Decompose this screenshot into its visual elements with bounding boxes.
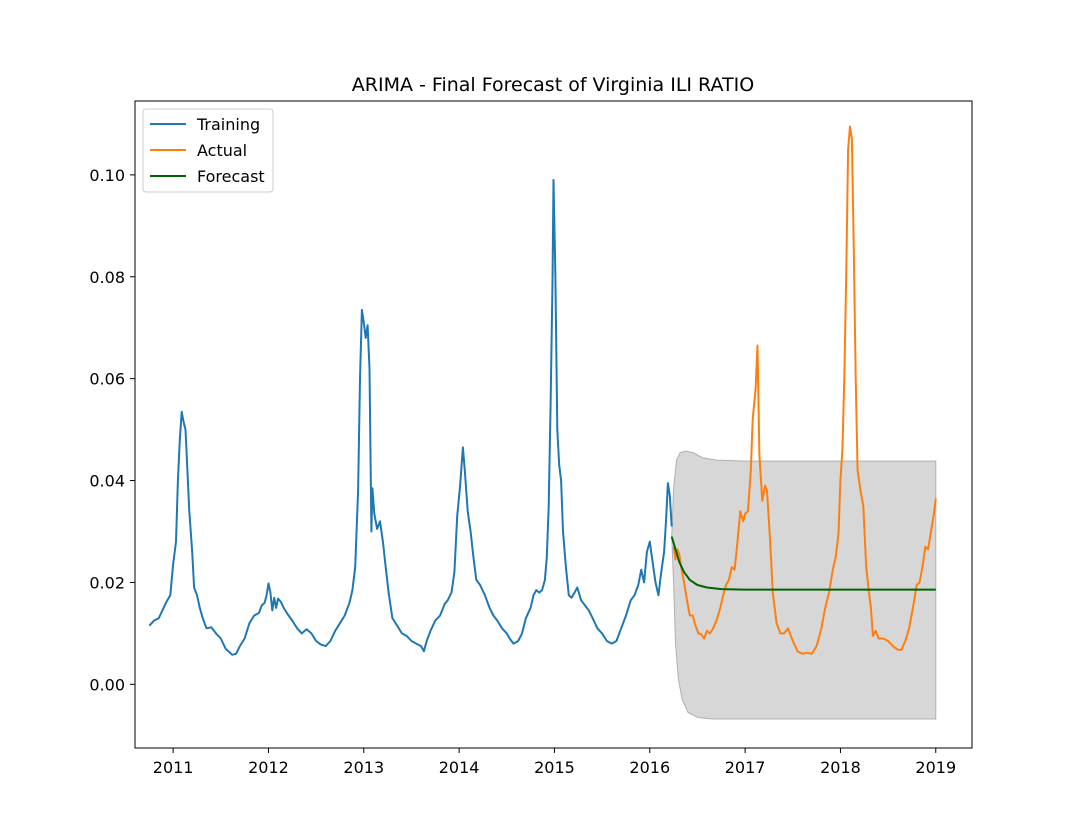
- x-tick-label: 2019: [915, 758, 956, 777]
- legend-entry-forecast: Forecast: [150, 167, 265, 186]
- series-layer: [148, 125, 937, 656]
- y-tick-label: 0.06: [89, 370, 125, 389]
- series-line-actual: [672, 125, 937, 655]
- chart-title: ARIMA - Final Forecast of Virginia ILI R…: [352, 74, 754, 96]
- y-tick-label: 0.00: [89, 675, 125, 694]
- y-tick-label: 0.04: [89, 472, 125, 491]
- x-tick-label: 2012: [248, 758, 289, 777]
- x-tick-label: 2018: [820, 758, 861, 777]
- x-tick-label: 2016: [629, 758, 670, 777]
- legend-label-actual: Actual: [197, 141, 247, 160]
- plot-area: [134, 100, 973, 749]
- x-tick-label: 2015: [534, 758, 575, 777]
- legend: Training Actual Forecast: [142, 108, 274, 193]
- y-tick-label: 0.02: [89, 573, 125, 592]
- confidence-interval-layer: [671, 450, 937, 720]
- x-axis: 2011 2012 2013 2014 2015 2016 2017 2018 2019: [153, 748, 956, 777]
- y-tick-label: 0.10: [89, 166, 125, 185]
- axes-frame: [134, 100, 973, 749]
- x-tick-label: 2017: [725, 758, 766, 777]
- legend-entry-training: Training: [150, 115, 260, 134]
- y-axis: 0.00 0.02 0.04 0.06 0.08 0.10: [89, 166, 135, 694]
- legend-label-forecast: Forecast: [197, 167, 265, 186]
- confidence-interval-band: [671, 450, 937, 720]
- y-tick-label: 0.08: [89, 268, 125, 287]
- x-tick-label: 2011: [153, 758, 194, 777]
- series-line-forecast: [670, 536, 936, 591]
- legend-entry-actual: Actual: [150, 141, 247, 160]
- legend-label-training: Training: [196, 115, 260, 134]
- x-tick-label: 2013: [343, 758, 384, 777]
- series-line-training: [148, 179, 673, 656]
- legend-box: [142, 108, 274, 193]
- x-tick-label: 2014: [439, 758, 480, 777]
